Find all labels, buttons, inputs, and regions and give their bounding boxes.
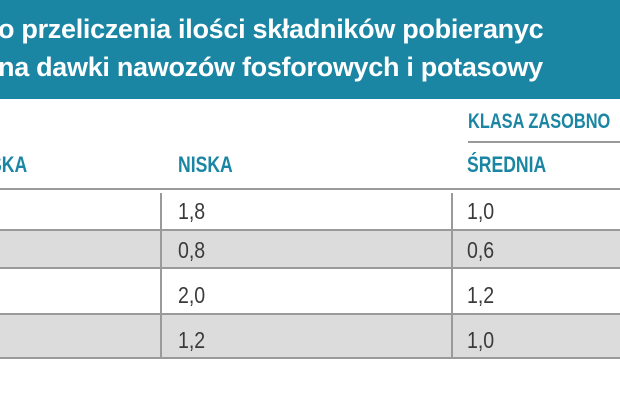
cell-srednia: 1,0 [467, 327, 495, 353]
table-bottom-rule [0, 357, 620, 359]
header-rule [0, 188, 620, 190]
column-header-bardzo-niska: SKA [0, 152, 28, 177]
column-divider [451, 193, 453, 357]
row-rule [0, 267, 620, 269]
cell-niska: 2,0 [178, 282, 206, 308]
cell-niska: 1,8 [178, 198, 206, 224]
cell-srednia: 1,2 [467, 282, 495, 308]
table-row: 1,8 1,0 [0, 193, 620, 229]
row-rule [0, 313, 620, 315]
table-title-banner: o przeliczenia ilości składników pobiera… [0, 0, 620, 99]
group-header-rule [468, 141, 620, 143]
cell-srednia: 0,6 [467, 237, 495, 263]
row-rule [0, 229, 620, 231]
title-line-1: o przeliczenia ilości składników pobiera… [0, 14, 544, 44]
cell-srednia: 1,0 [467, 198, 495, 224]
column-divider [160, 193, 162, 357]
table-row: 2,0 1,2 [0, 269, 620, 308]
cell-niska: 1,2 [178, 327, 206, 353]
column-header-niska: NISKA [178, 152, 233, 177]
table-row: 1,2 1,0 [0, 315, 620, 357]
table-row: 0,8 0,6 [0, 231, 620, 267]
cell-niska: 0,8 [178, 237, 206, 263]
group-header-klasa-zasobnosci: KLASA ZASOBNO [468, 110, 611, 133]
column-header-srednia: ŚREDNIA [467, 152, 547, 177]
title-line-2: na dawki nawozów fosforowych i potasowy [0, 52, 543, 82]
